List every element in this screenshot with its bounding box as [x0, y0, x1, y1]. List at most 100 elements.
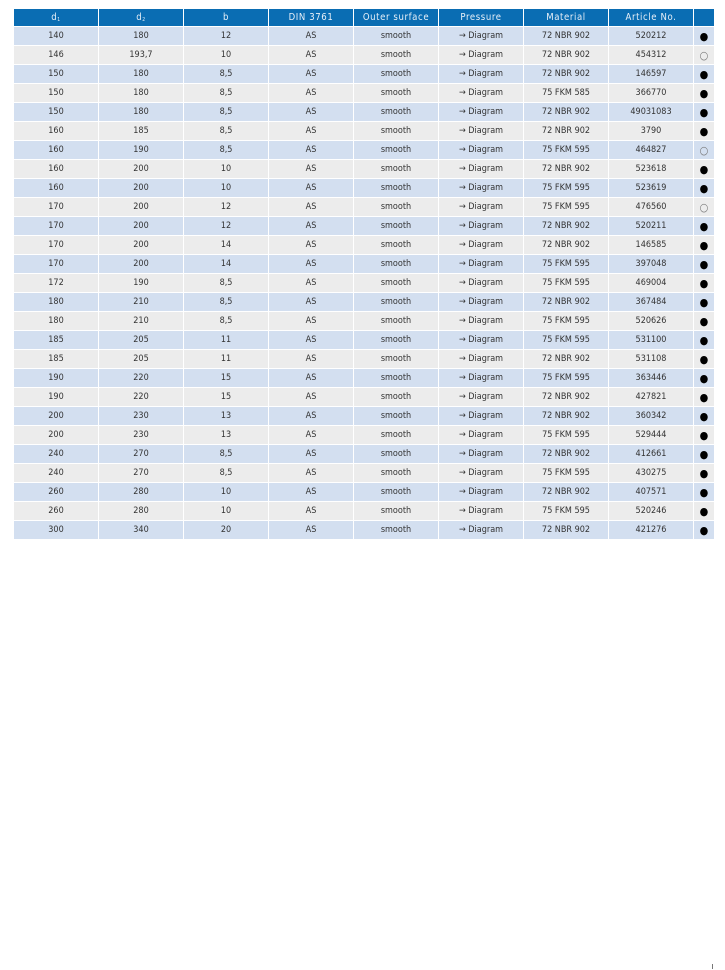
cell-article-no: 520626	[608, 311, 694, 331]
cell-din-3761: AS	[268, 121, 354, 141]
cell-b: 15	[183, 387, 269, 407]
cell-pressure[interactable]: → Diagram	[438, 349, 524, 369]
cell-outer-surface: smooth	[353, 64, 439, 84]
cell-din-3761: AS	[268, 444, 354, 464]
cell-material: 72 NBR 902	[523, 235, 609, 255]
cell-pressure[interactable]: → Diagram	[438, 140, 524, 160]
cell-article-no: 520211	[608, 216, 694, 236]
cell-pressure[interactable]: → Diagram	[438, 83, 524, 103]
cell-d1: 140	[13, 26, 99, 46]
cell-material: 72 NBR 902	[523, 406, 609, 426]
cell-material: 72 NBR 902	[523, 349, 609, 369]
header-d1: d1	[13, 8, 99, 27]
cell-b: 11	[183, 330, 269, 350]
filled-circle-icon: ●	[693, 64, 715, 84]
cell-pressure[interactable]: → Diagram	[438, 387, 524, 407]
cell-material: 75 FKM 595	[523, 178, 609, 198]
cell-material: 75 FKM 585	[523, 83, 609, 103]
filled-circle-icon: ●	[693, 121, 715, 141]
cell-pressure[interactable]: → Diagram	[438, 444, 524, 464]
cell-outer-surface: smooth	[353, 102, 439, 122]
table-row: 160 200 10 AS smooth → Diagram 72 NBR 902 52361…	[13, 159, 715, 179]
cell-d2: 210	[98, 311, 184, 331]
cell-pressure[interactable]: → Diagram	[438, 330, 524, 350]
cell-pressure[interactable]: → Diagram	[438, 26, 524, 46]
filled-circle-icon: ●	[693, 482, 715, 502]
cell-b: 8,5	[183, 292, 269, 312]
cell-b: 11	[183, 349, 269, 369]
cell-b: 14	[183, 235, 269, 255]
cell-din-3761: AS	[268, 102, 354, 122]
table-row: 170 200 12 AS smooth → Diagram 75 FKM 595 47656…	[13, 197, 715, 217]
cell-pressure[interactable]: → Diagram	[438, 102, 524, 122]
cell-material: 72 NBR 902	[523, 45, 609, 65]
cell-b: 8,5	[183, 64, 269, 84]
header-availability	[693, 8, 715, 27]
cell-pressure[interactable]: → Diagram	[438, 159, 524, 179]
cell-pressure[interactable]: → Diagram	[438, 425, 524, 445]
cell-pressure[interactable]: → Diagram	[438, 216, 524, 236]
cell-d2: 340	[98, 520, 184, 540]
cell-material: 72 NBR 902	[523, 216, 609, 236]
filled-circle-icon: ●	[693, 235, 715, 255]
cell-article-no: 469004	[608, 273, 694, 293]
cell-d1: 150	[13, 83, 99, 103]
cell-pressure[interactable]: → Diagram	[438, 292, 524, 312]
header-label: Article No.	[625, 12, 677, 23]
table-row: 240 270 8,5 AS smooth → Diagram 72 NBR 902 4126…	[13, 444, 715, 464]
cell-d1: 172	[13, 273, 99, 293]
cell-din-3761: AS	[268, 349, 354, 369]
cell-article-no: 407571	[608, 482, 694, 502]
cell-pressure[interactable]: → Diagram	[438, 64, 524, 84]
table-row: 260 280 10 AS smooth → Diagram 72 NBR 902 40757…	[13, 482, 715, 502]
filled-circle-icon: ●	[693, 368, 715, 388]
cell-d1: 260	[13, 482, 99, 502]
open-circle-icon: ○	[693, 197, 715, 217]
cell-pressure[interactable]: → Diagram	[438, 254, 524, 274]
cell-d2: 220	[98, 368, 184, 388]
cell-pressure[interactable]: → Diagram	[438, 311, 524, 331]
cell-d2: 185	[98, 121, 184, 141]
cell-article-no: 397048	[608, 254, 694, 274]
filled-circle-icon: ●	[693, 83, 715, 103]
cell-d1: 200	[13, 406, 99, 426]
cell-pressure[interactable]: → Diagram	[438, 178, 524, 198]
cell-d1: 200	[13, 425, 99, 445]
cell-pressure[interactable]: → Diagram	[438, 235, 524, 255]
cell-pressure[interactable]: → Diagram	[438, 197, 524, 217]
cell-outer-surface: smooth	[353, 45, 439, 65]
cell-article-no: 146597	[608, 64, 694, 84]
cell-pressure[interactable]: → Diagram	[438, 45, 524, 65]
cell-pressure[interactable]: → Diagram	[438, 520, 524, 540]
cell-pressure[interactable]: → Diagram	[438, 406, 524, 426]
cell-d1: 150	[13, 102, 99, 122]
filled-circle-icon: ●	[693, 406, 715, 426]
cell-din-3761: AS	[268, 83, 354, 103]
filled-circle-icon: ●	[693, 26, 715, 46]
cell-pressure[interactable]: → Diagram	[438, 121, 524, 141]
cell-d2: 200	[98, 254, 184, 274]
cell-pressure[interactable]: → Diagram	[438, 273, 524, 293]
cell-article-no: 412661	[608, 444, 694, 464]
cell-pressure[interactable]: → Diagram	[438, 368, 524, 388]
cell-pressure[interactable]: → Diagram	[438, 501, 524, 521]
cell-outer-surface: smooth	[353, 349, 439, 369]
cell-material: 75 FKM 595	[523, 425, 609, 445]
cell-d2: 280	[98, 482, 184, 502]
cell-article-no: 531100	[608, 330, 694, 350]
header-material: Material	[523, 8, 609, 27]
cell-din-3761: AS	[268, 216, 354, 236]
cell-pressure[interactable]: → Diagram	[438, 463, 524, 483]
cell-article-no: 146585	[608, 235, 694, 255]
header-label: b	[222, 12, 230, 23]
cell-outer-surface: smooth	[353, 406, 439, 426]
cell-article-no: 3790	[608, 121, 694, 141]
filled-circle-icon: ●	[693, 178, 715, 198]
cell-b: 10	[183, 501, 269, 521]
cell-pressure[interactable]: → Diagram	[438, 482, 524, 502]
cell-din-3761: AS	[268, 159, 354, 179]
cell-outer-surface: smooth	[353, 292, 439, 312]
cell-outer-surface: smooth	[353, 235, 439, 255]
cell-din-3761: AS	[268, 368, 354, 388]
cell-din-3761: AS	[268, 273, 354, 293]
